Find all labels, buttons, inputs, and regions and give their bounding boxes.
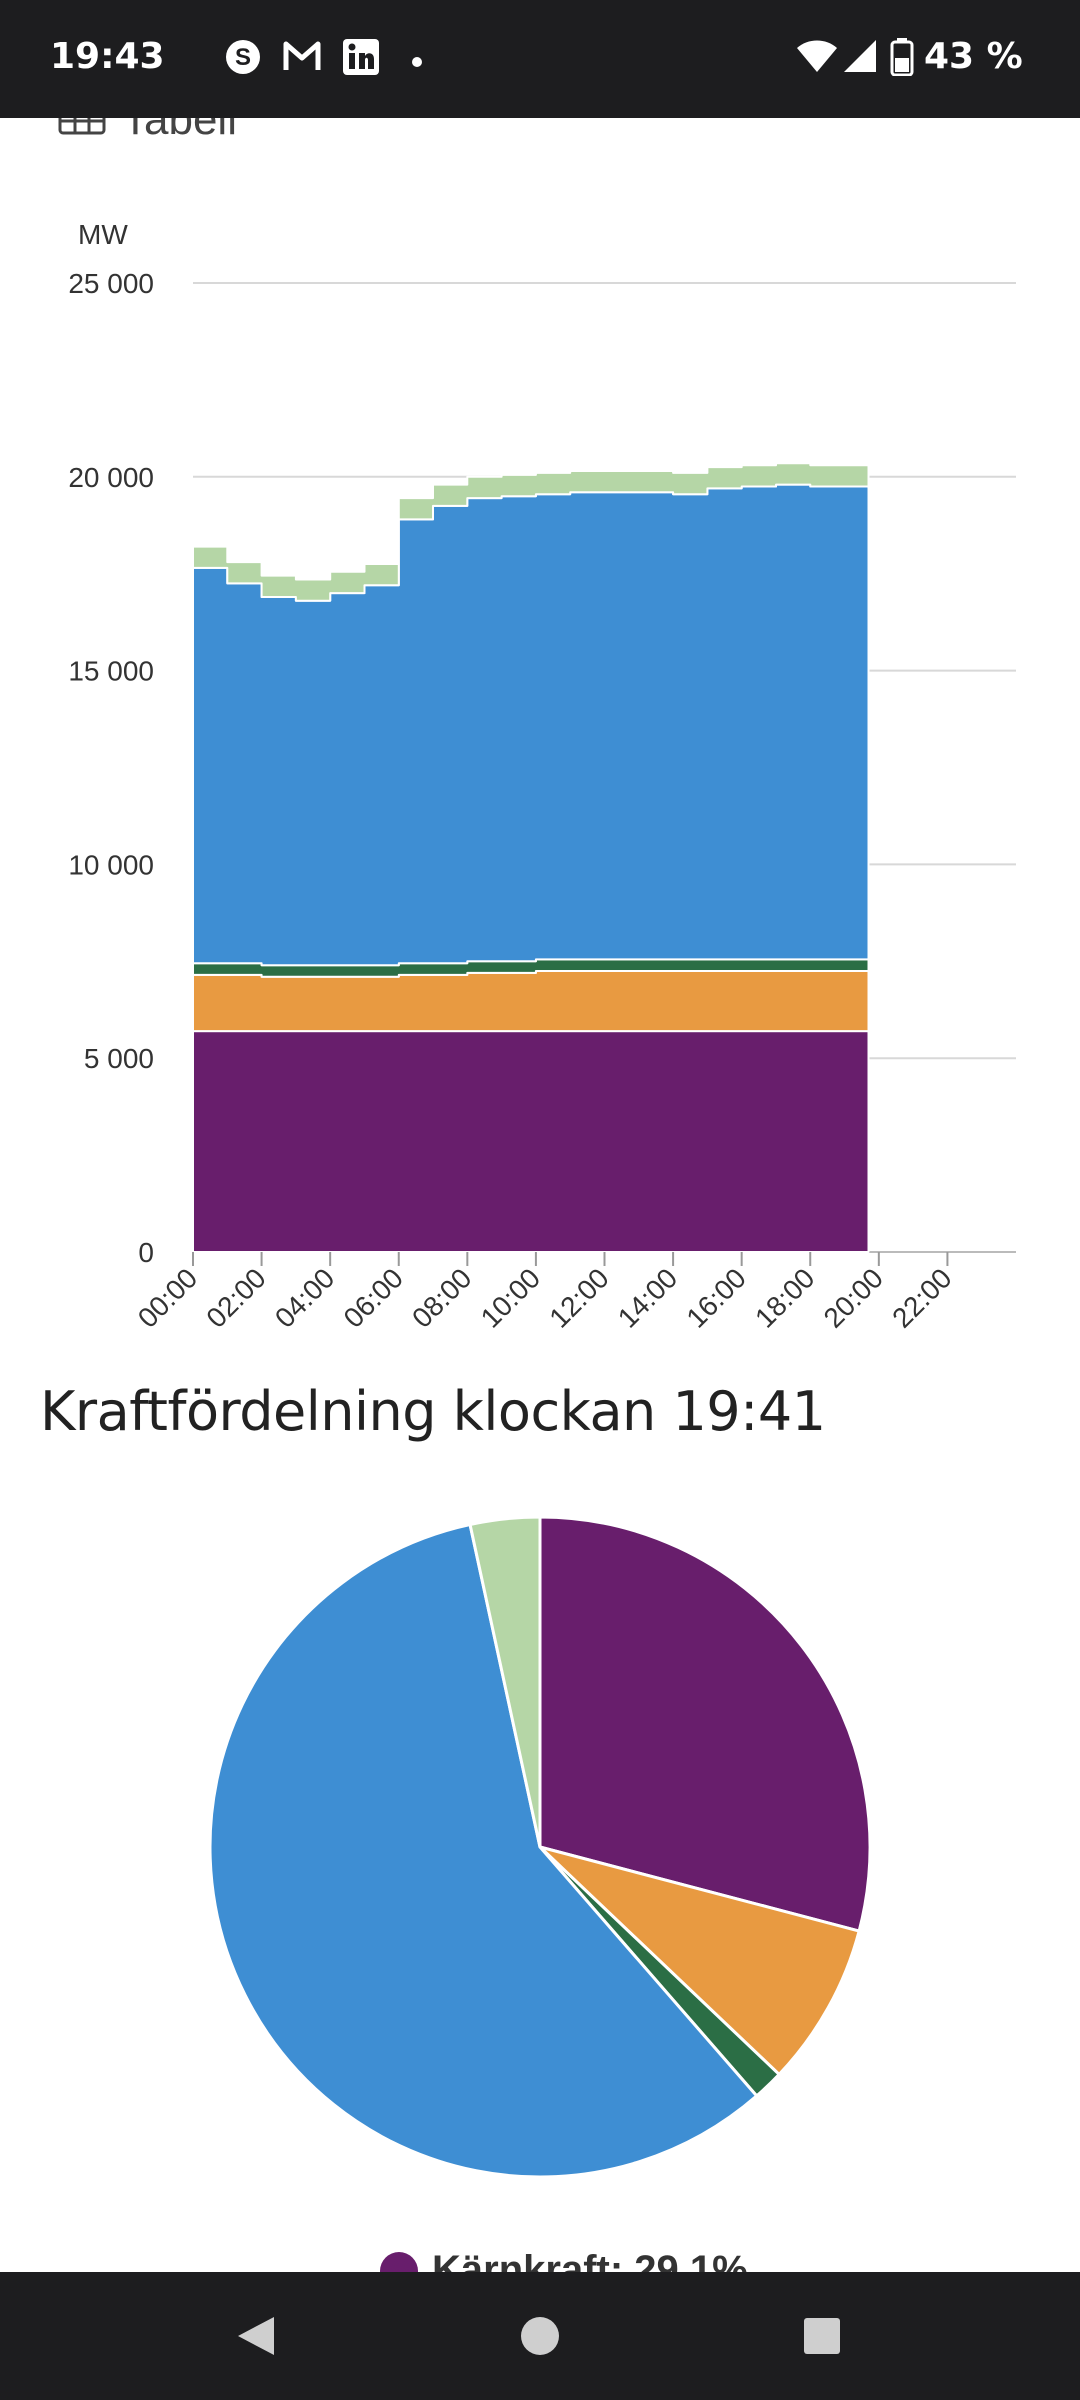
pie-chart-title: Kraftfördelning klockan 19:41 [40, 1380, 826, 1443]
battery-icon [890, 38, 930, 78]
back-button[interactable] [196, 2272, 316, 2400]
pie-slice-0[interactable] [538, 1515, 872, 1933]
status-bar: 19:43 S 43 % [0, 0, 1080, 118]
home-button[interactable] [480, 2272, 600, 2400]
pie-slice-3[interactable] [208, 1523, 759, 2179]
y-axis-unit-label: MW [78, 219, 128, 250]
area-series-4 [192, 462, 870, 602]
gmail-icon [282, 38, 322, 78]
skype-icon: S [224, 38, 264, 78]
y-tick-label: 15 000 [68, 656, 154, 687]
pie-slice-4[interactable] [468, 1515, 542, 1849]
more-dot-icon [412, 54, 422, 67]
linkedin-icon [342, 38, 382, 78]
y-tick-label: 25 000 [68, 268, 154, 299]
y-tick-label: 20 000 [68, 462, 154, 493]
recents-icon [804, 2318, 840, 2354]
table-link[interactable]: Tabell [58, 118, 237, 150]
status-time: 19:43 [50, 36, 165, 77]
legend-swatch [380, 2251, 418, 2272]
table-icon [58, 118, 106, 146]
svg-text:S: S [235, 44, 251, 71]
y-tick-label: 10 000 [68, 849, 154, 880]
y-tick-label: 0 [138, 1237, 154, 1268]
table-link-label: Tabell [122, 118, 237, 144]
back-icon [238, 2317, 274, 2355]
pie-legend: Kärnkraft: 29.1% [380, 2248, 748, 2272]
battery-percent: 43 % [924, 36, 1023, 77]
wifi-icon [796, 38, 837, 78]
home-icon [521, 2317, 559, 2355]
pie-slice-1[interactable] [538, 1845, 861, 2076]
legend-item-label: Kärnkraft: 29.1% [432, 2248, 748, 2272]
y-tick-label: 5 000 [84, 1043, 154, 1074]
signal-icon [842, 38, 882, 78]
pie-chart [208, 1515, 872, 2179]
navigation-bar [0, 2272, 1080, 2400]
recents-button[interactable] [762, 2272, 882, 2400]
